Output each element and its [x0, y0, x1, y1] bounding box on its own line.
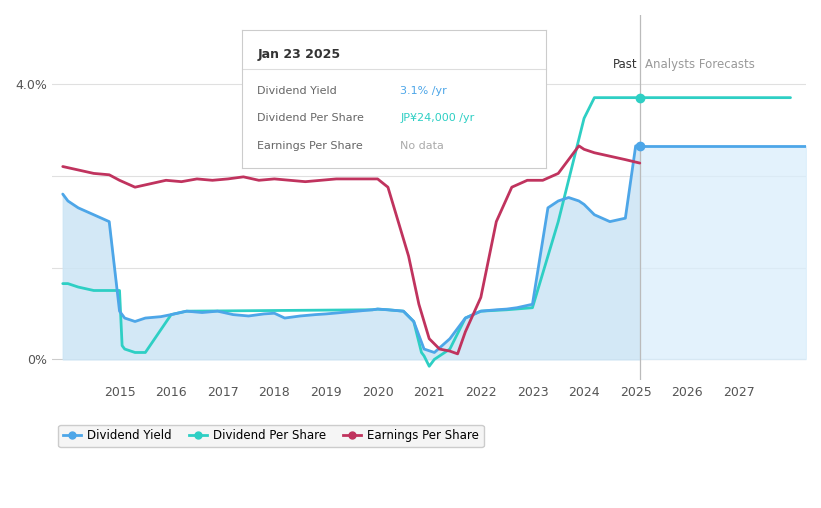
Legend: Dividend Yield, Dividend Per Share, Earnings Per Share: Dividend Yield, Dividend Per Share, Earn… [58, 425, 484, 447]
Text: Dividend Yield: Dividend Yield [258, 86, 337, 96]
Text: No data: No data [400, 141, 444, 151]
Text: Past: Past [612, 58, 637, 72]
Text: JP¥24,000 /yr: JP¥24,000 /yr [400, 113, 475, 123]
Text: 3.1% /yr: 3.1% /yr [400, 86, 447, 96]
Text: Analysts Forecasts: Analysts Forecasts [645, 58, 754, 72]
Text: Earnings Per Share: Earnings Per Share [258, 141, 363, 151]
Text: Jan 23 2025: Jan 23 2025 [258, 48, 341, 61]
Text: Dividend Per Share: Dividend Per Share [258, 113, 365, 123]
